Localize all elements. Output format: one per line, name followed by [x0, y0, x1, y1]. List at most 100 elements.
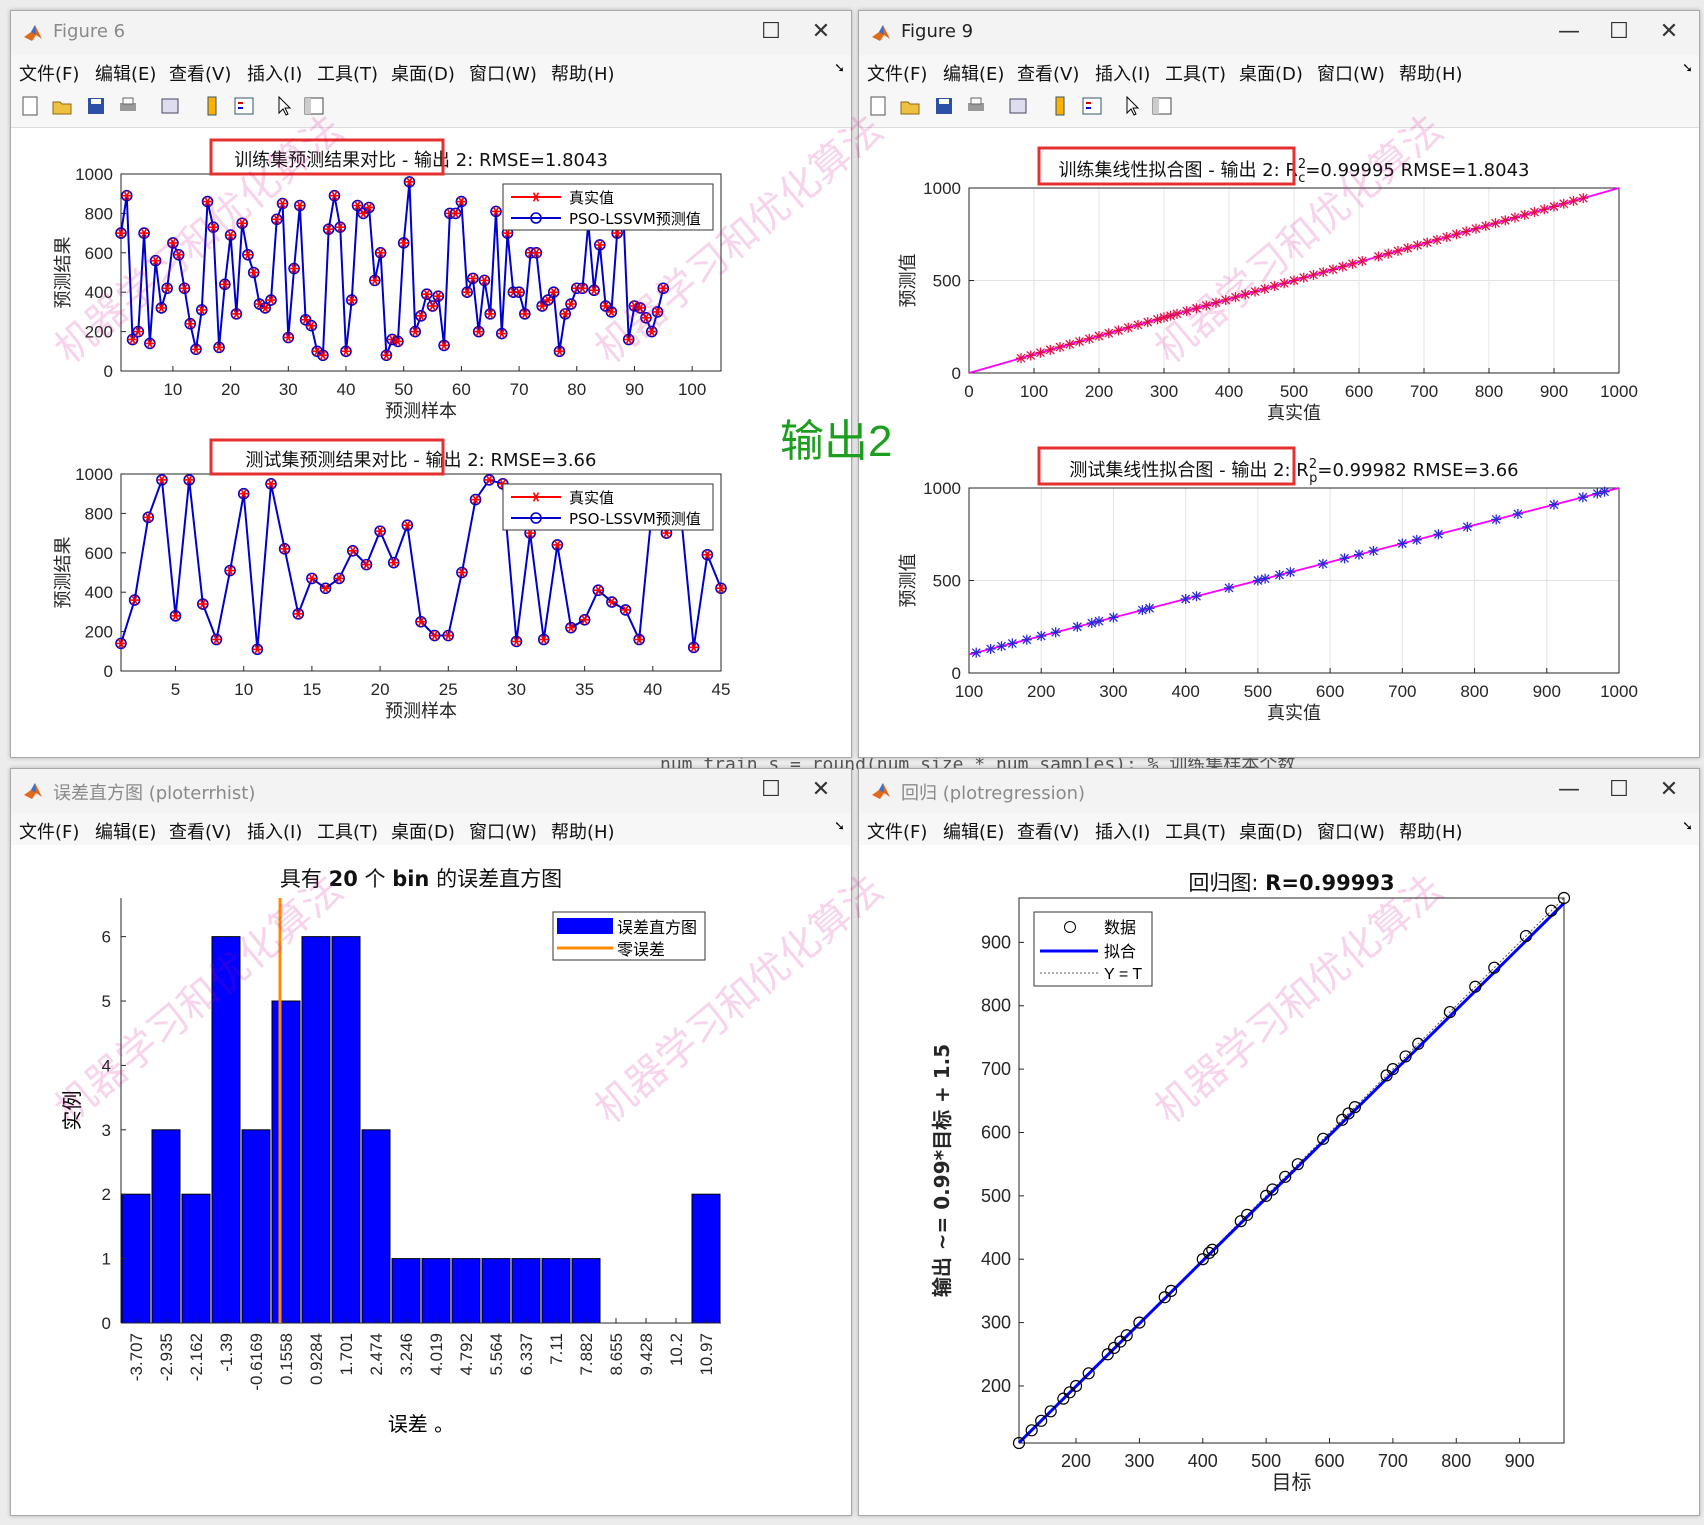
menu-window[interactable]: 窗口(W)	[469, 822, 537, 843]
save-icon[interactable]	[85, 95, 107, 117]
menu-insert[interactable]: 插入(I)	[1095, 64, 1151, 85]
menu-tools[interactable]: 工具(T)	[317, 822, 379, 843]
data-point	[1568, 195, 1579, 206]
close-button[interactable]: ✕	[811, 19, 831, 44]
menu-insert[interactable]: 插入(I)	[247, 822, 303, 843]
menu-expand-icon[interactable]: ➘	[834, 819, 845, 834]
menu-insert[interactable]: 插入(I)	[1095, 822, 1151, 843]
y-tick-label: 600	[981, 1122, 1011, 1142]
menu-tools[interactable]: 工具(T)	[1165, 64, 1227, 85]
open-icon[interactable]	[899, 95, 921, 117]
menu-edit[interactable]: 编辑(E)	[95, 64, 157, 85]
menu-view[interactable]: 查看(V)	[1017, 822, 1080, 843]
property-inspector-icon[interactable]	[303, 95, 325, 117]
menu-file[interactable]: 文件(F)	[867, 822, 928, 843]
menu-file[interactable]: 文件(F)	[19, 64, 80, 85]
x-tick-label: 25	[439, 680, 458, 699]
menu-expand-icon[interactable]: ➘	[834, 61, 845, 76]
legend-icon[interactable]	[1081, 95, 1103, 117]
maximize-button[interactable]: ☐	[761, 19, 781, 44]
save-icon[interactable]	[933, 95, 955, 117]
data-point	[1044, 1405, 1057, 1418]
minimize-button[interactable]: —	[1558, 19, 1580, 44]
menu-file[interactable]: 文件(F)	[867, 64, 928, 85]
minimize-button[interactable]: —	[1558, 777, 1580, 802]
true-value-marker	[143, 512, 154, 523]
legend-true-label: 真实值	[569, 489, 614, 507]
print-icon[interactable]	[965, 95, 987, 117]
true-value-marker	[531, 248, 542, 258]
data-point	[1266, 1183, 1279, 1196]
menu-help[interactable]: 帮助(H)	[1399, 64, 1463, 85]
figure9-titlebar[interactable]: Figure 9 — ☐ ✕	[859, 11, 1699, 55]
property-inspector-icon[interactable]	[1151, 95, 1173, 117]
data-point	[1373, 251, 1384, 262]
menu-edit[interactable]: 编辑(E)	[95, 822, 157, 843]
link-plot-icon[interactable]	[1007, 95, 1029, 117]
menu-window[interactable]: 窗口(W)	[469, 64, 537, 85]
true-value-marker	[121, 190, 132, 201]
data-point	[1469, 980, 1482, 993]
errhist-titlebar[interactable]: 误差直方图 (ploterrhist) ☐ ✕	[11, 769, 851, 813]
true-value-marker	[470, 494, 481, 505]
menu-tools[interactable]: 工具(T)	[317, 64, 379, 85]
train-compare-chart: 10 20 30 40 50 60 70 80 90 10002004006008001000预测…	[53, 138, 722, 422]
figure9-window[interactable]: Figure 9 — ☐ ✕ 文件(F) 编辑(E) 查看(V) 插入(I) 工…	[858, 10, 1700, 758]
menu-help[interactable]: 帮助(H)	[1399, 822, 1463, 843]
true-value-marker	[658, 283, 669, 293]
data-point	[1084, 333, 1095, 344]
true-value-marker	[629, 301, 640, 311]
menu-expand-icon[interactable]: ➘	[1682, 61, 1693, 76]
menu-help[interactable]: 帮助(H)	[551, 64, 615, 85]
x-tick-label: 10.97	[697, 1333, 716, 1376]
true-value-marker	[266, 479, 276, 489]
menu-view[interactable]: 查看(V)	[169, 64, 232, 85]
close-button[interactable]: ✕	[811, 777, 831, 802]
menu-file[interactable]: 文件(F)	[19, 822, 80, 843]
menu-desktop[interactable]: 桌面(D)	[391, 64, 455, 85]
x-tick-label: 0.1558	[277, 1333, 296, 1385]
menu-help[interactable]: 帮助(H)	[551, 822, 615, 843]
legend-pred-marker	[530, 212, 542, 224]
data-point	[1317, 558, 1328, 569]
close-button[interactable]: ✕	[1659, 777, 1679, 802]
regression-titlebar[interactable]: 回归 (plotregression) — ☐ ✕	[859, 769, 1699, 813]
x-tick-label: -2.162	[187, 1333, 206, 1381]
true-value-marker	[191, 344, 201, 355]
menu-view[interactable]: 查看(V)	[1017, 64, 1080, 85]
maximize-button[interactable]: ☐	[761, 777, 781, 802]
figure6-window[interactable]: Figure 6 ☐ ✕ 文件(F) 编辑(E) 查看(V) 插入(I) 工具(…	[10, 10, 852, 758]
regression-window[interactable]: 回归 (plotregression) — ☐ ✕ 文件(F) 编辑(E) 查看…	[858, 768, 1700, 1516]
colorbar-icon[interactable]	[201, 95, 223, 117]
print-icon[interactable]	[117, 95, 139, 117]
menu-desktop[interactable]: 桌面(D)	[1239, 64, 1303, 85]
maximize-button[interactable]: ☐	[1609, 777, 1629, 802]
menu-edit[interactable]: 编辑(E)	[943, 64, 1005, 85]
colorbar-icon[interactable]	[1049, 95, 1071, 117]
x-tick-label: 40	[337, 380, 356, 399]
menu-edit[interactable]: 编辑(E)	[943, 822, 1005, 843]
menu-expand-icon[interactable]: ➘	[1682, 819, 1693, 834]
data-point	[1064, 339, 1075, 350]
pointer-icon[interactable]	[1121, 95, 1143, 117]
link-plot-icon[interactable]	[159, 95, 181, 117]
menu-desktop[interactable]: 桌面(D)	[391, 822, 455, 843]
x-tick-label: 800	[1460, 682, 1488, 701]
pointer-icon[interactable]	[273, 95, 295, 117]
close-button[interactable]: ✕	[1659, 19, 1679, 44]
menu-window[interactable]: 窗口(W)	[1317, 822, 1385, 843]
errhist-window[interactable]: 误差直方图 (ploterrhist) ☐ ✕ 文件(F) 编辑(E) 查看(V…	[10, 768, 852, 1516]
new-figure-icon[interactable]	[867, 95, 889, 117]
new-figure-icon[interactable]	[19, 95, 41, 117]
open-icon[interactable]	[51, 95, 73, 117]
maximize-button[interactable]: ☐	[1609, 19, 1629, 44]
menu-insert[interactable]: 插入(I)	[247, 64, 303, 85]
menu-tools[interactable]: 工具(T)	[1165, 822, 1227, 843]
x-tick-label: 4.792	[457, 1333, 476, 1376]
data-point	[1260, 1189, 1273, 1202]
menu-view[interactable]: 查看(V)	[169, 822, 232, 843]
figure6-titlebar[interactable]: Figure 6 ☐ ✕	[11, 11, 851, 55]
menu-window[interactable]: 窗口(W)	[1317, 64, 1385, 85]
menu-desktop[interactable]: 桌面(D)	[1239, 822, 1303, 843]
legend-icon[interactable]	[233, 95, 255, 117]
